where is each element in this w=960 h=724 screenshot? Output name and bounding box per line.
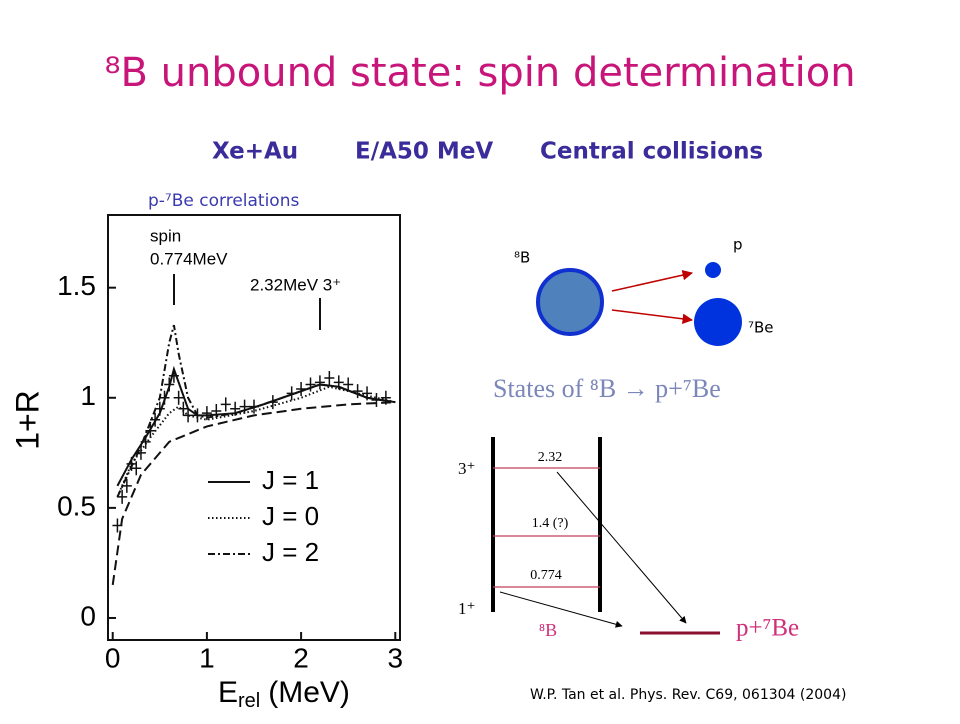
plot-frame (107, 214, 401, 641)
decay-diagram: ⁸B p ⁷Be (514, 236, 774, 346)
level-energy: 1.4 (?) (532, 516, 569, 531)
slide-title: ⁸B unbound state: spin determination (104, 50, 855, 96)
data-point (343, 377, 354, 392)
arrow (499, 591, 623, 628)
y-tick-label: 0.5 (57, 490, 96, 521)
data-point (112, 518, 123, 533)
data-point (239, 399, 250, 414)
data-point (159, 390, 170, 405)
legend-label: J = 1 (262, 465, 319, 495)
level-energy: 0.774 (530, 568, 562, 583)
x-axis-label: Erel (MeV) (218, 676, 350, 712)
data-point (168, 368, 179, 383)
daughter-label: ⁷Be (748, 319, 774, 337)
curve (116, 324, 396, 498)
legend-label: J = 0 (262, 501, 319, 531)
data-point (305, 377, 316, 392)
subtitle: Xe+Au (212, 139, 298, 165)
plot: 1+R Erel (MeV) spin 0.774MeV 2.32MeV 3⁺ 0… (9, 214, 404, 712)
plot-caption: p-⁷Be correlations (148, 191, 299, 211)
parent-label: ⁸B (514, 249, 530, 267)
data-point (333, 375, 344, 390)
data-point (314, 375, 325, 390)
x-tick-label: 1 (199, 642, 215, 673)
data-point (150, 412, 161, 427)
annotation: 0.774MeV (150, 249, 228, 268)
data-point (352, 384, 363, 399)
parent-nucleus (536, 268, 604, 336)
data-point (183, 408, 194, 423)
data-point (135, 445, 146, 460)
curve (111, 401, 396, 586)
curve (116, 365, 396, 487)
data-point (296, 381, 307, 396)
levels-heading: States of ⁸B → p+⁷Be (493, 374, 721, 403)
data-point (371, 392, 382, 407)
x-label-main: E (218, 676, 238, 709)
arrow (611, 269, 694, 292)
data-point (164, 377, 175, 392)
subtitle: E/A50 MeV (355, 139, 493, 165)
legend-label: J = 2 (262, 537, 319, 567)
threshold-label: p+⁷Be (736, 615, 799, 642)
arrow (556, 471, 687, 624)
data-point (117, 489, 128, 504)
y-tick-label: 1 (80, 380, 96, 411)
arrow (611, 309, 694, 325)
data-point (380, 390, 391, 405)
data-point (201, 406, 212, 421)
y-tick-label: 1.5 (57, 270, 96, 301)
data-point (192, 408, 203, 423)
data-point (140, 434, 151, 449)
daughter-nucleus (694, 298, 742, 346)
level-energy: 2.32 (538, 450, 563, 465)
x-label-sub: rel (238, 690, 260, 712)
data-point (220, 397, 231, 412)
annotation: 2.32MeV 3⁺ (250, 275, 341, 294)
x-tick-label: 3 (388, 642, 404, 673)
system-label: ⁸B (539, 620, 557, 640)
data-point (362, 386, 373, 401)
x-label-unit: (MeV) (268, 676, 350, 709)
data-point (178, 401, 189, 416)
subtitle: Central collisions (540, 139, 763, 165)
data-point (267, 395, 278, 410)
data-point (173, 390, 184, 405)
y-tick-label: 0 (80, 600, 96, 631)
data-point (249, 399, 259, 414)
level-spin: 1⁺ (458, 599, 475, 618)
data-point (121, 478, 132, 493)
data-point (211, 403, 222, 418)
data-point (154, 401, 165, 416)
data-point (324, 370, 335, 385)
data-point (131, 461, 142, 476)
proton-label: p (733, 236, 743, 254)
x-tick-label: 2 (293, 642, 309, 673)
x-tick-label: 0 (105, 642, 121, 673)
data-point (230, 401, 241, 416)
data-point (145, 423, 156, 438)
data-point (286, 386, 297, 401)
proton (705, 262, 721, 278)
citation: W.P. Tan et al. Phys. Rev. C69, 061304 (… (530, 687, 846, 703)
annotation: spin (150, 226, 181, 245)
y-axis-label: 1+R (9, 390, 45, 450)
level-spin: 3⁺ (458, 459, 475, 478)
level-scheme: States of ⁸B → p+⁷Be 2.32 1.4 (?) 0.774 … (458, 374, 799, 642)
